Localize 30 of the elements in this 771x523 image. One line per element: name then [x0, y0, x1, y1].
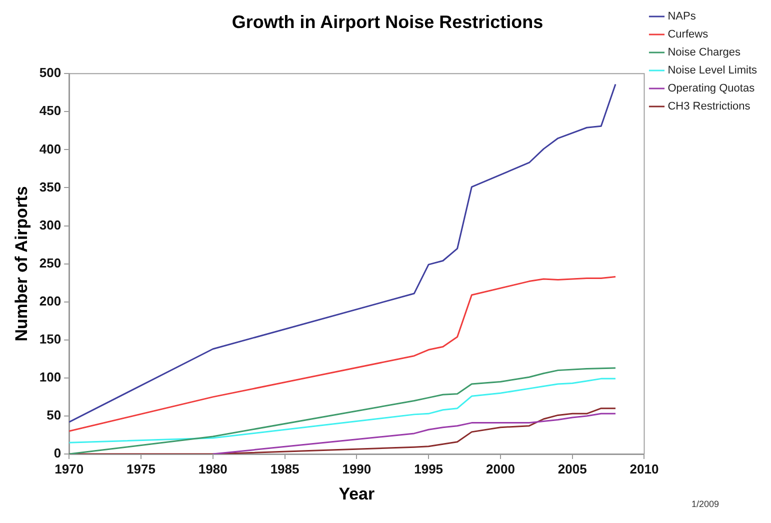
- y-tick-label: 350: [39, 179, 62, 194]
- y-axis-title: Number of Airports: [12, 186, 31, 342]
- legend-label: NAPs: [668, 10, 696, 23]
- x-tick-label: 2000: [486, 461, 515, 476]
- y-tick-label: 100: [39, 370, 62, 384]
- y-tick-label: 250: [39, 255, 62, 270]
- y-tick-label: 400: [39, 141, 62, 156]
- legend-label: Noise Charges: [668, 46, 741, 59]
- legend-label: Operating Quotas: [668, 82, 756, 95]
- y-tick-label: 0: [54, 446, 62, 461]
- y-tick-label: 200: [39, 293, 62, 308]
- x-tick-label: 1990: [342, 461, 372, 476]
- x-tick-label: 1980: [198, 461, 228, 476]
- x-tick-label: 1995: [414, 461, 444, 476]
- y-tick-label: 150: [39, 331, 62, 346]
- x-tick-label: 2010: [630, 461, 659, 476]
- y-tick-label: 450: [39, 103, 62, 118]
- y-tick-label: 50: [46, 408, 62, 423]
- x-tick-label: 1970: [54, 461, 84, 476]
- y-tick-label: 500: [39, 65, 62, 80]
- x-tick-label: 1975: [126, 461, 156, 476]
- text: 1/2009: [691, 499, 719, 509]
- legend-label: Curfews: [668, 28, 709, 41]
- x-axis-title: Year: [338, 484, 376, 504]
- x-tick-label: 1985: [270, 461, 300, 476]
- x-tick-label: 2005: [558, 461, 587, 476]
- legend-label: Noise Level Limits: [668, 64, 758, 77]
- legend-label: CH3 Restrictions: [668, 100, 751, 113]
- y-tick-label: 300: [39, 217, 62, 232]
- chart-title: Growth in Airport Noise Restrictions: [232, 12, 544, 32]
